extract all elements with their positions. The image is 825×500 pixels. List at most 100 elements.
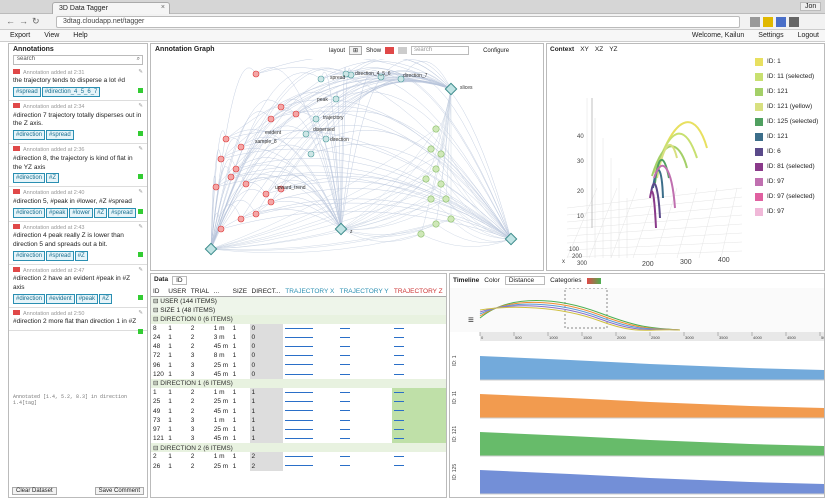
graph-node-tag[interactable] bbox=[302, 130, 310, 138]
menu-export[interactable]: Export bbox=[10, 32, 31, 39]
graph-node-data[interactable] bbox=[442, 195, 450, 203]
legend-item[interactable]: ID: 121 (yellow) bbox=[755, 99, 818, 114]
annotation-tag[interactable]: #lower bbox=[69, 207, 94, 218]
column-header[interactable]: TRIAL bbox=[188, 287, 212, 297]
edit-icon[interactable]: ✎ bbox=[138, 103, 143, 110]
graph-node-annotation[interactable] bbox=[232, 165, 240, 173]
graph-node-hub[interactable] bbox=[504, 232, 518, 246]
graph-node-hub[interactable] bbox=[204, 242, 218, 256]
graph-node-tag[interactable] bbox=[322, 135, 330, 143]
legend-item[interactable]: ID: 11 (selected) bbox=[755, 69, 818, 84]
graph-node-annotation[interactable] bbox=[252, 210, 260, 218]
annotation-tag[interactable]: #spread bbox=[46, 250, 74, 261]
logout-link[interactable]: Logout bbox=[797, 32, 819, 39]
graph-node-hub[interactable] bbox=[444, 82, 458, 96]
column-header[interactable]: ... bbox=[211, 287, 231, 297]
timeline-area[interactable] bbox=[480, 432, 824, 456]
annotation-search-input[interactable]: search ⌕ bbox=[13, 55, 143, 65]
edit-icon[interactable]: ✎ bbox=[138, 69, 143, 75]
clear-dataset-button[interactable]: Clear Dataset bbox=[12, 487, 57, 495]
graph-node-annotation[interactable] bbox=[237, 143, 245, 151]
timeline-chart[interactable]: ≡ 0 500 1000 1500 2000 2500 3000 3500 4000 4500 500… bbox=[450, 288, 824, 496]
nav-buttons[interactable]: ←→↻ bbox=[6, 16, 44, 27]
annotation-tag[interactable]: #direction_4_5_6_7 bbox=[41, 87, 101, 98]
tab-xy[interactable]: XY bbox=[580, 46, 589, 53]
tab-yz[interactable]: YZ bbox=[609, 46, 618, 53]
annotation-tag[interactable]: #peak bbox=[75, 293, 99, 304]
timeline-area[interactable] bbox=[480, 356, 824, 380]
trajectory-line[interactable] bbox=[652, 168, 664, 199]
annotation-tag[interactable]: #direction bbox=[13, 250, 46, 261]
legend-item[interactable]: ID: 6 bbox=[755, 144, 818, 159]
trajectory-line[interactable] bbox=[649, 190, 657, 229]
column-header[interactable]: USER bbox=[166, 287, 189, 297]
annotation-card[interactable]: Annotation added at 2:36 ✎ #direction 8, t… bbox=[9, 144, 147, 188]
graph-node-hub[interactable] bbox=[334, 222, 348, 236]
annotation-tag[interactable]: #Z bbox=[74, 250, 88, 261]
graph-node-annotation[interactable] bbox=[262, 190, 270, 198]
annotation-tag[interactable]: #peak bbox=[46, 207, 69, 218]
graph-node-data[interactable] bbox=[422, 175, 430, 183]
annotation-card[interactable]: Annotation added at 2:40 ✎ #direction 5, #… bbox=[9, 187, 147, 222]
overview-line[interactable] bbox=[479, 303, 681, 331]
group-header[interactable]: ⊟ USER (144 ITEMS) bbox=[151, 296, 446, 306]
graph-node-annotation[interactable] bbox=[222, 135, 230, 143]
legend-item[interactable]: ID: 125 (selected) bbox=[755, 114, 818, 129]
graph-node-annotation[interactable] bbox=[217, 225, 225, 233]
column-header[interactable]: TRAJECTORY Z bbox=[391, 287, 446, 297]
menu-help[interactable]: Help bbox=[73, 32, 88, 39]
graph-node-tag[interactable] bbox=[342, 70, 350, 78]
timeline-area[interactable] bbox=[480, 470, 824, 494]
data-filter-input[interactable]: ID bbox=[172, 276, 187, 285]
column-header[interactable]: ID bbox=[151, 287, 167, 297]
graph-node-data[interactable] bbox=[437, 180, 445, 188]
drag-handle-icon[interactable]: ≡ bbox=[468, 315, 474, 326]
close-tab-icon[interactable]: × bbox=[160, 4, 165, 11]
layout-toggle[interactable]: ⊞ bbox=[349, 46, 363, 55]
edit-icon[interactable]: ✎ bbox=[138, 223, 143, 230]
show-filter-gray[interactable] bbox=[398, 47, 408, 54]
menu-view[interactable]: View bbox=[44, 32, 60, 39]
trajectory-line[interactable] bbox=[650, 182, 661, 219]
graph-node-annotation[interactable] bbox=[212, 183, 220, 191]
edit-icon[interactable]: ✎ bbox=[138, 266, 143, 273]
graph-node-data[interactable] bbox=[427, 145, 435, 153]
brush-selection[interactable] bbox=[564, 288, 608, 329]
overview-line[interactable] bbox=[479, 306, 681, 331]
timeline-area[interactable] bbox=[480, 394, 824, 418]
legend-item[interactable]: ID: 97 (selected) bbox=[755, 189, 818, 204]
annotation-tag[interactable]: #Z bbox=[94, 207, 108, 218]
annotation-card[interactable]: Annotation added at 2:50 ✎ #direction 2 mo… bbox=[9, 308, 147, 334]
annotation-tag[interactable]: #spread bbox=[13, 87, 41, 98]
group-header[interactable]: ⊟ DIRECTION 0 (6 ITEMS) bbox=[151, 314, 446, 324]
show-filter-red[interactable] bbox=[385, 47, 395, 54]
graph-node-data[interactable] bbox=[437, 150, 445, 158]
annotation-card[interactable]: Annotation added at 2:43 ✎ #direction 4 pe… bbox=[9, 222, 147, 265]
edit-icon[interactable]: ✎ bbox=[138, 146, 143, 153]
edit-icon[interactable]: ✎ bbox=[138, 189, 143, 196]
browser-tab[interactable]: 3D Data Tagger × bbox=[52, 2, 170, 14]
annotation-tag[interactable]: #direction bbox=[13, 207, 46, 218]
graph-node-annotation[interactable] bbox=[277, 185, 285, 193]
graph-node-annotation[interactable] bbox=[267, 115, 275, 123]
graph-node-annotation[interactable] bbox=[227, 173, 235, 181]
group-header[interactable]: ⊟ DIRECTION 2 (6 ITEMS) bbox=[151, 443, 446, 453]
annotation-tag[interactable]: #Z bbox=[46, 173, 60, 184]
address-bar[interactable]: 3dtag.cloudapp.net/tagger bbox=[56, 16, 740, 28]
legend-item[interactable]: ID: 81 (selected) bbox=[755, 159, 818, 174]
column-header[interactable]: TRAJECTORY Y bbox=[337, 287, 392, 297]
graph-node-data[interactable] bbox=[432, 125, 440, 133]
graph-node-tag[interactable] bbox=[377, 73, 385, 81]
